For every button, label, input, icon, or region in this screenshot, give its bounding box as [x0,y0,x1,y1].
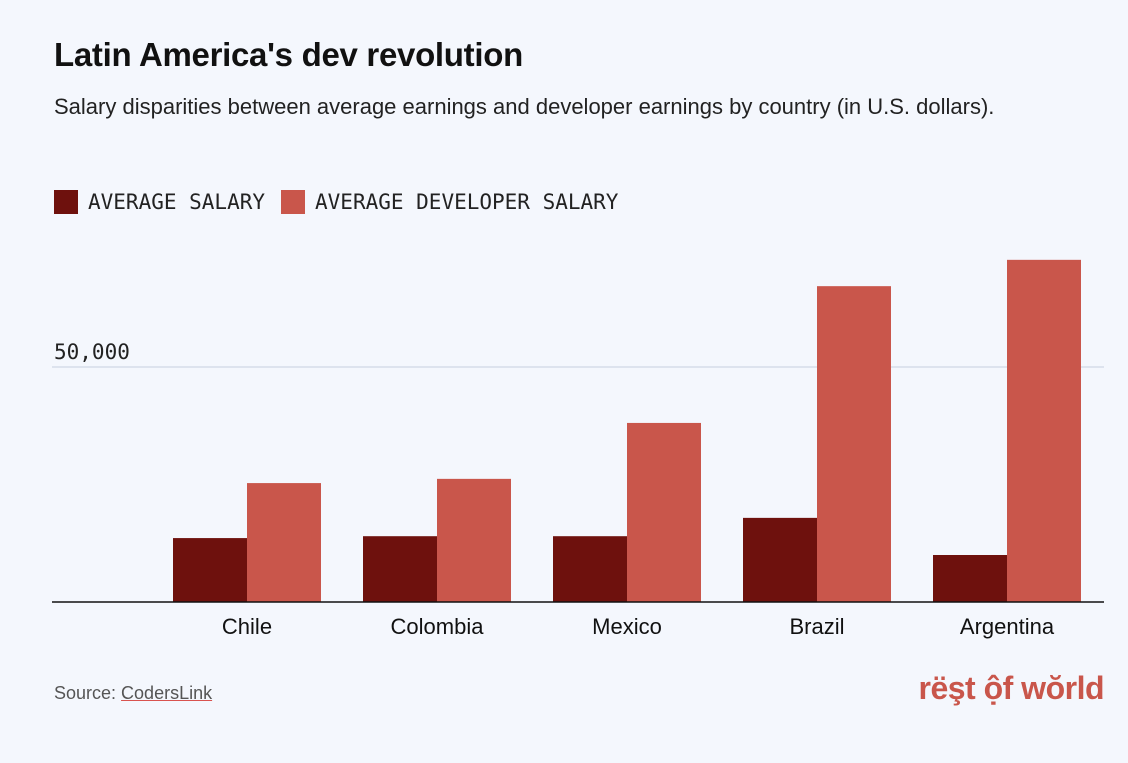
bar-chile-developer [247,483,321,602]
bar-argentina-developer [1007,259,1081,602]
legend-label: AVERAGE DEVELOPER SALARY [315,190,619,214]
bar-brazil-average [743,517,817,602]
legend-item-developer-salary: AVERAGE DEVELOPER SALARY [281,190,618,214]
bar-mexico-developer [627,422,701,602]
bar-brazil-developer [817,286,891,602]
source-note: Source: CodersLink [54,683,212,704]
x-tick-label: Mexico [592,614,662,639]
legend-item-average-salary: AVERAGE SALARY [54,190,265,214]
x-tick-label: Brazil [789,614,844,639]
source-label: Source: [54,683,122,703]
chart-subtitle: Salary disparities between average earni… [54,94,995,119]
legend-swatch [54,190,78,214]
bar-colombia-average [363,536,437,602]
chart-title: Latin America's dev revolution [54,36,523,73]
legend: AVERAGE SALARY AVERAGE DEVELOPER SALARY [54,190,634,214]
x-tick-label: Chile [222,614,272,639]
x-tick-label: Argentina [960,614,1055,639]
bar-chile-average [173,538,247,602]
y-tick-label: 50,000 [54,340,130,364]
x-tick-label: Colombia [391,614,485,639]
bar-colombia-developer [437,478,511,602]
legend-label: AVERAGE SALARY [88,190,266,214]
source-link[interactable]: CodersLink [121,683,213,703]
bar-mexico-average [553,536,627,602]
rest-of-world-logo: rëşt ộf wŏrld [918,670,1104,706]
legend-swatch [281,190,306,214]
bar-argentina-average [933,555,1007,602]
